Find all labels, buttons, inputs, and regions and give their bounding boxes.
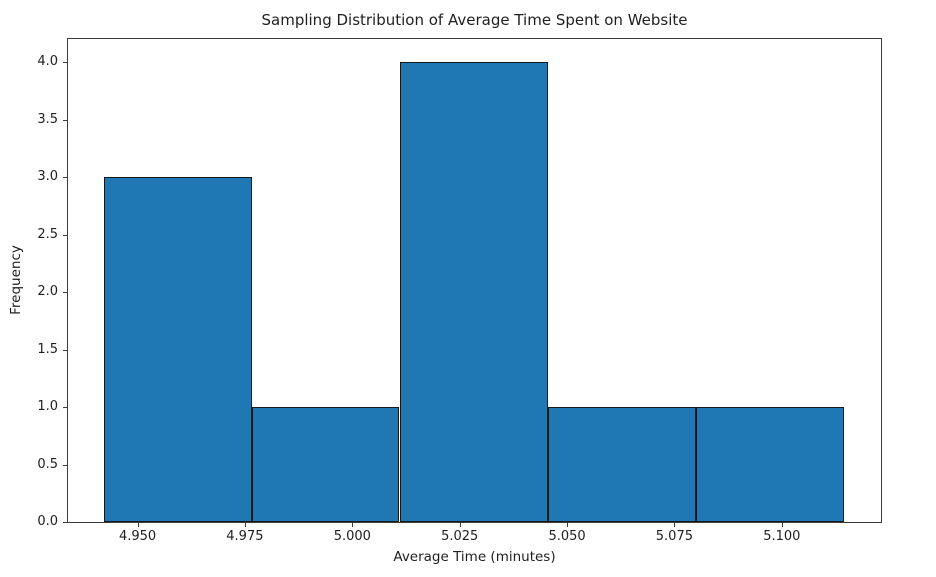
y-tick-label: 0.0 bbox=[37, 514, 58, 529]
histogram-bar bbox=[399, 62, 548, 522]
y-tick-label: 3.5 bbox=[37, 111, 58, 127]
x-tick-mark bbox=[352, 523, 354, 527]
x-tick-mark bbox=[567, 523, 569, 527]
y-tick-mark bbox=[63, 234, 67, 236]
y-tick-label: 2.5 bbox=[37, 226, 58, 242]
x-tick-label: 5.100 bbox=[763, 529, 801, 544]
chart-title: Sampling Distribution of Average Time Sp… bbox=[261, 11, 688, 29]
plot-area bbox=[67, 38, 882, 523]
y-tick-mark bbox=[63, 119, 67, 121]
y-tick-mark bbox=[63, 292, 67, 293]
x-tick-mark bbox=[674, 523, 676, 527]
y-tick-label: 1.5 bbox=[37, 341, 58, 357]
x-axis-label: Average Time (minutes) bbox=[393, 549, 556, 565]
y-tick-mark bbox=[63, 464, 67, 466]
y-tick-mark bbox=[63, 177, 67, 178]
y-tick-mark bbox=[63, 62, 67, 63]
x-tick-mark bbox=[244, 523, 246, 527]
y-tick-mark bbox=[63, 407, 67, 408]
histogram-bar bbox=[103, 177, 252, 522]
y-tick-label: 4.0 bbox=[37, 54, 58, 69]
y-tick-mark bbox=[63, 522, 67, 523]
x-tick-label: 5.075 bbox=[655, 529, 693, 544]
y-axis-label: Frequency bbox=[8, 245, 24, 315]
x-tick-mark bbox=[137, 523, 139, 527]
y-tick-mark bbox=[63, 349, 67, 351]
x-tick-mark bbox=[781, 523, 783, 527]
histogram-bar bbox=[547, 407, 696, 522]
y-tick-label: 2.0 bbox=[37, 284, 58, 299]
x-tick-label: 5.000 bbox=[333, 529, 371, 544]
x-tick-mark bbox=[459, 523, 461, 527]
y-tick-label: 3.0 bbox=[37, 169, 58, 184]
y-tick-label: 1.0 bbox=[37, 399, 58, 414]
y-tick-label: 0.5 bbox=[37, 456, 58, 472]
histogram-bar bbox=[251, 407, 400, 522]
x-tick-label: 5.050 bbox=[548, 529, 586, 544]
histogram-bar bbox=[695, 407, 844, 522]
x-tick-label: 4.950 bbox=[118, 529, 157, 544]
x-tick-label: 5.025 bbox=[441, 529, 479, 544]
x-tick-label: 4.975 bbox=[226, 529, 264, 544]
